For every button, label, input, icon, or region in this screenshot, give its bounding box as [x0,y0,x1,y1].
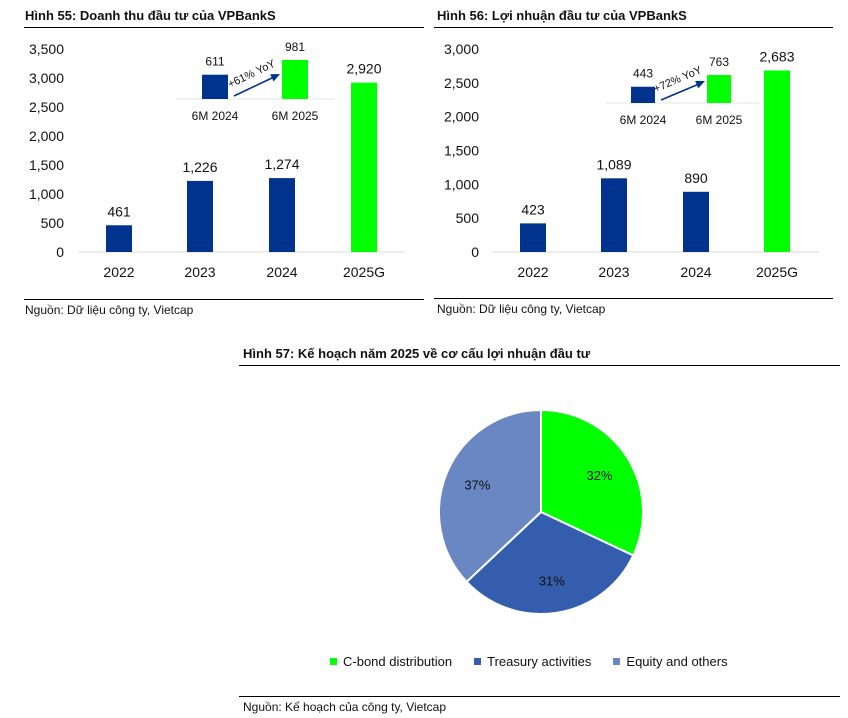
bar-2024 [269,178,295,252]
y-tick-label: 3,000 [444,41,479,57]
bar-2023 [187,180,213,252]
x-tick-label: 2023 [184,264,215,280]
data-label: 2,920 [346,61,381,77]
inset-data-label: 981 [285,40,305,54]
legend-label-cbond: C-bond distribution [343,654,453,669]
fig56-source-rule [434,298,833,299]
fig55-source-rule [24,299,424,300]
yoy-arrow-head [695,80,705,89]
x-tick-label: 2024 [266,264,297,280]
data-label: 1,226 [182,159,217,175]
y-tick-label: 3,500 [29,41,64,57]
y-tick-label: 1,500 [444,143,479,159]
fig56-chart: 0 500 1,000 1,500 2,000 2,500 3,000 423 2022 1,08… [444,41,819,280]
inset-bar-0 [202,74,228,99]
yoy-arrow-line [660,83,700,101]
bar-2024 [683,191,709,252]
legend-item-cbond: C-bond distribution [330,654,452,669]
fig56-source: Nguồn: Dữ liệu công ty, Vietcap [437,302,606,316]
pie-slice-2 [438,408,542,584]
inset-x-label: 6M 2025 [696,113,743,127]
x-tick-label: 2023 [598,264,629,280]
data-label: 1,274 [264,156,299,172]
pie-data-label: 32% [587,468,613,483]
inset-data-label: 763 [709,55,729,69]
x-tick-label: 2022 [517,264,548,280]
bar-2022 [520,223,546,252]
y-tick-label: 2,000 [444,109,479,125]
legend-label-equity: Equity and others [626,654,728,669]
y-tick-label: 1,500 [29,157,64,173]
fig57-title-rule [239,365,840,366]
pie-slice-0 [540,408,644,557]
data-label: 1,089 [596,156,631,172]
inset-data-label: 611 [205,55,224,69]
legend-swatch-cbond [330,658,337,665]
y-tick-label: 500 [456,210,480,226]
y-tick-label: 2,500 [29,99,64,115]
y-tick-label: 1,000 [29,186,64,202]
y-tick-label: 3,000 [29,70,64,86]
y-tick-label: 2,500 [444,75,479,91]
fig56-title-rule [434,27,833,28]
x-tick-label: 2024 [680,264,711,280]
fig56-title: Hình 56: Lợi nhuận đầu tư của VPBankS [437,8,687,23]
yoy-annotation: +61% YoY [226,58,278,91]
y-tick-label: 2,000 [29,128,64,144]
data-label: 890 [684,170,708,186]
inset-bar-1 [707,75,731,103]
inset-x-label: 6M 2025 [272,109,319,123]
fig57-source: Nguồn: Kế hoạch của công ty, Vietcap [243,700,447,714]
inset-x-label: 6M 2024 [620,113,667,127]
legend-item-treasury: Treasury activities [474,654,591,669]
yoy-arrow-line [233,76,275,97]
data-label: 423 [521,201,545,217]
fig55-title-rule [24,27,424,28]
pie-slice-1 [465,510,635,615]
bar-2025G [764,70,790,252]
inset-bar-1 [282,60,308,99]
fig57-title: Hình 57: Kế hoạch năm 2025 về cơ cấu lợi… [243,346,591,361]
yoy-annotation: +72% YoY [652,64,704,96]
legend-label-treasury: Treasury activities [487,654,592,669]
fig55-title: Hình 55: Doanh thu đầu tư của VPBankS [25,8,276,23]
data-label: 461 [107,203,131,219]
pie-data-label: 31% [539,574,565,589]
bar-2025G [351,82,377,252]
y-tick-label: 1,000 [444,176,479,192]
legend-swatch-equity [613,658,621,665]
y-tick-label: 500 [41,215,65,231]
inset-bar-0 [631,86,655,103]
pie-data-label: 37% [464,477,490,492]
x-tick-label: 2025G [343,264,385,280]
yoy-arrow-head [270,74,280,82]
data-label: 2,683 [759,48,794,64]
bar-2022 [106,225,132,252]
fig57-legend: C-bond distribution Treasury activities … [330,654,728,669]
inset-x-label: 6M 2024 [192,109,239,123]
inset-data-label: 443 [633,67,653,81]
legend-item-equity: Equity and others [613,654,728,669]
legend-swatch-treasury [474,658,482,665]
fig57-pie: 32% 31% 37% [438,408,644,615]
y-tick-label: 0 [471,244,479,260]
fig55-chart: 0 500 1,000 1,500 2,000 2,500 3,000 3,500 461 202… [29,40,405,280]
x-tick-label: 2022 [103,264,134,280]
y-tick-label: 0 [56,244,64,260]
fig57-source-rule [239,696,840,697]
bar-2023 [601,178,627,252]
x-tick-label: 2025G [756,264,798,280]
fig55-source: Nguồn: Dữ liệu công ty, Vietcap [25,303,194,317]
